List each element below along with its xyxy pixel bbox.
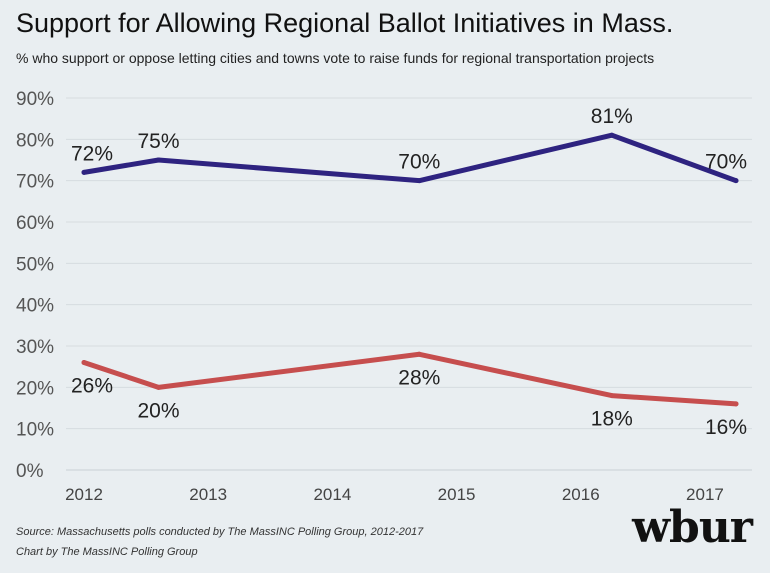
y-tick-label: 20%: [16, 378, 54, 399]
data-point: [81, 360, 87, 366]
data-point: [416, 351, 422, 357]
source-note: Source: Massachusetts polls conducted by…: [16, 526, 424, 538]
data-label: 81%: [591, 105, 633, 128]
y-tick-label: 30%: [16, 337, 54, 358]
line-chart: 0%10%20%30%40%50%60%70%80%90% 2012 2013 20…: [16, 89, 752, 504]
y-tick-label: 0%: [16, 461, 44, 482]
chart-subtitle: % who support or oppose letting cities a…: [16, 50, 655, 66]
y-axis-ticks: 0% 10% 20% 30% 40% 50% 60% 70% 80% 90%: [16, 89, 54, 482]
data-label: 28%: [398, 366, 440, 389]
y-tick-label: 50%: [16, 254, 54, 275]
data-point: [156, 384, 162, 390]
x-tick-label: 2013: [189, 485, 227, 504]
data-label: 18%: [591, 408, 633, 431]
data-label: 70%: [705, 151, 747, 174]
chart-title: Support for Allowing Regional Ballot Ini…: [16, 8, 674, 38]
y-tick-label: 60%: [16, 213, 54, 234]
data-label: 70%: [398, 151, 440, 174]
data-point: [156, 157, 162, 163]
data-point: [609, 393, 615, 399]
x-tick-label: 2017: [686, 485, 724, 504]
x-tick-label: 2015: [438, 485, 476, 504]
y-tick-label: 70%: [16, 172, 54, 193]
x-tick-label: 2014: [313, 485, 351, 504]
data-point: [609, 132, 615, 138]
x-tick-label: 2016: [562, 485, 600, 504]
x-tick-label: 2012: [65, 485, 103, 504]
wbur-logo: wbur: [632, 502, 753, 553]
data-label: 16%: [705, 416, 747, 439]
data-point: [416, 178, 422, 184]
series-lines: [81, 132, 739, 407]
y-tick-label: 80%: [16, 130, 54, 151]
data-point: [733, 401, 739, 407]
credit-note: Chart by The MassINC Polling Group: [16, 546, 198, 558]
y-tick-label: 10%: [16, 420, 54, 441]
data-point: [733, 178, 739, 184]
data-labels: 72% 75% 70% 81% 70% 26% 20% 28% 18% 16%: [71, 105, 747, 439]
data-label: 20%: [137, 399, 179, 422]
x-axis-ticks: 2012 2013 2014 2015 2016 2017: [65, 485, 724, 504]
data-label: 26%: [71, 375, 113, 398]
gridlines: [66, 97, 752, 471]
data-label: 72%: [71, 142, 113, 165]
y-tick-label: 40%: [16, 296, 54, 317]
data-point: [81, 169, 87, 175]
data-label: 75%: [137, 130, 179, 153]
y-tick-label: 90%: [16, 89, 54, 110]
